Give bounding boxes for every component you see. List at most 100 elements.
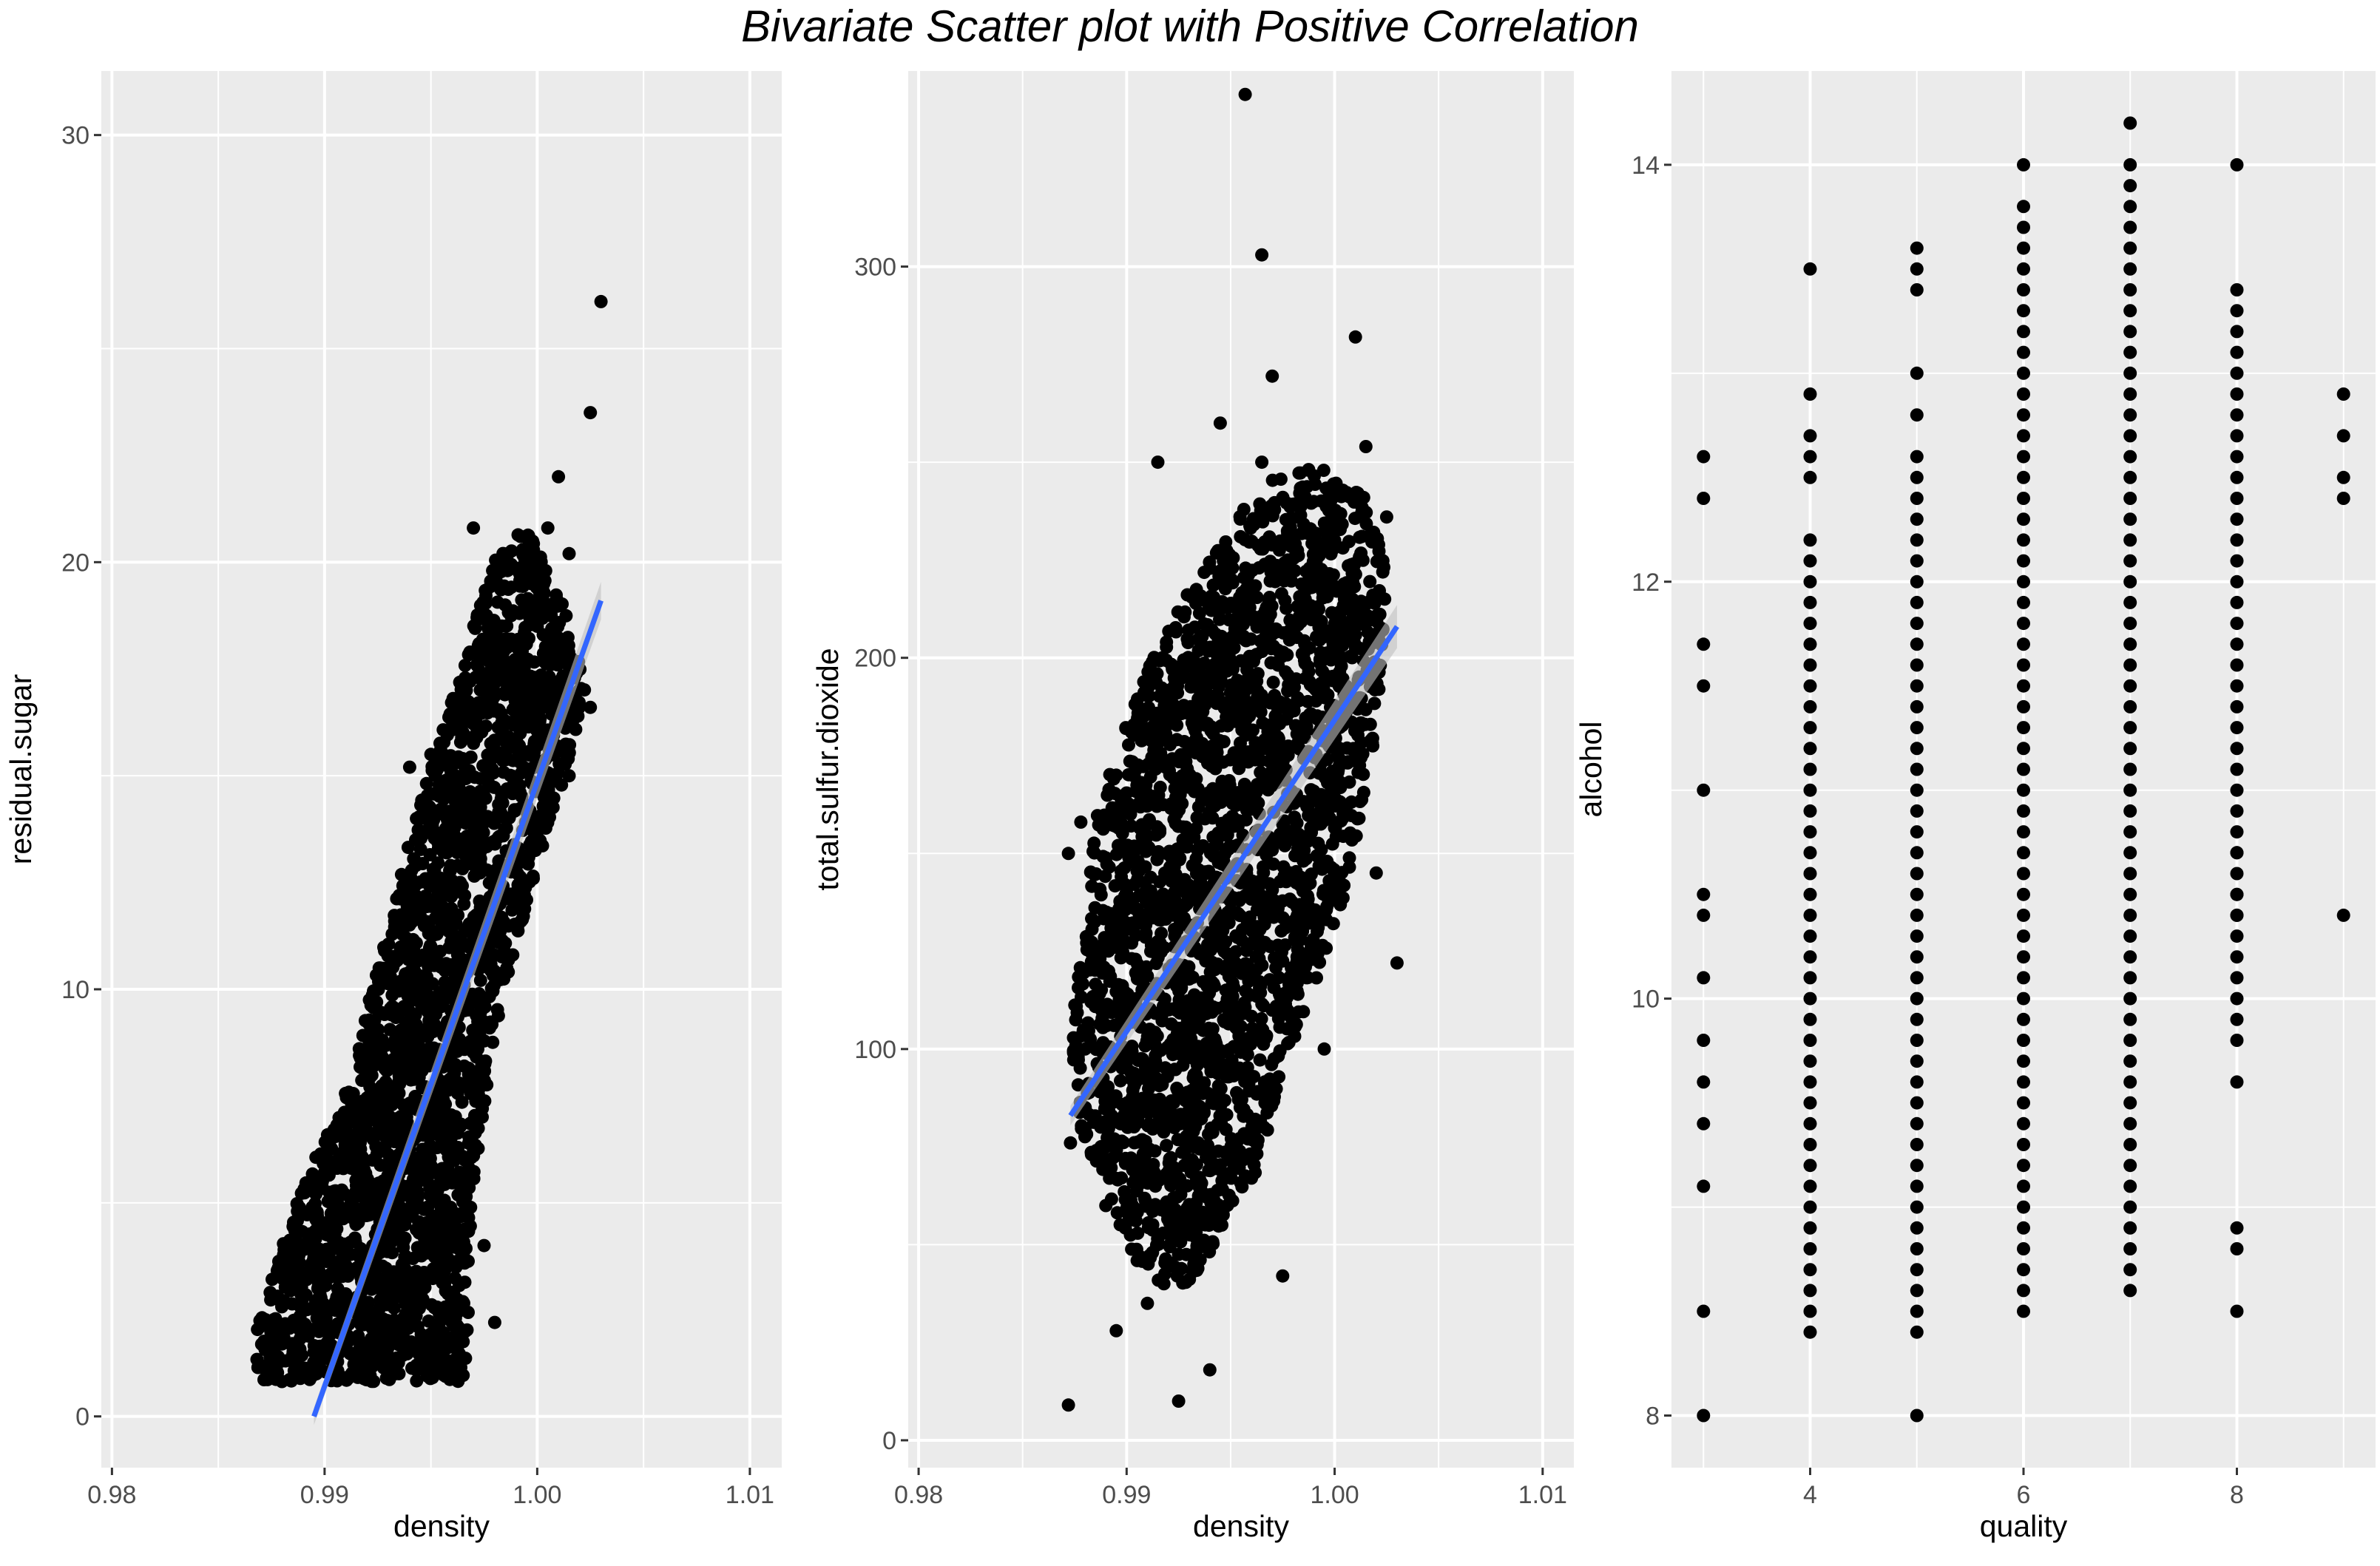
data-point xyxy=(1160,640,1174,654)
data-point xyxy=(470,823,483,837)
data-point xyxy=(1163,1216,1177,1230)
data-point xyxy=(365,1045,379,1059)
data-point xyxy=(1085,922,1099,936)
data-point xyxy=(1109,1171,1123,1185)
data-point xyxy=(1235,1180,1249,1194)
data-point xyxy=(1261,694,1275,708)
data-point xyxy=(292,1249,305,1262)
data-point xyxy=(467,1172,481,1185)
data-point xyxy=(552,470,566,484)
data-point xyxy=(487,948,501,962)
figure-title: Bivariate Scatter plot with Positive Cor… xyxy=(741,1,1639,51)
data-point xyxy=(487,739,501,753)
data-point xyxy=(365,1068,379,1082)
data-point xyxy=(1175,769,1189,783)
data-point xyxy=(413,1199,427,1213)
data-point xyxy=(1290,950,1304,964)
data-point xyxy=(1094,1120,1108,1134)
data-point xyxy=(275,1375,289,1389)
data-point xyxy=(337,1210,351,1224)
data-point xyxy=(541,521,555,535)
data-point xyxy=(1120,1120,1135,1134)
data-point xyxy=(386,960,400,974)
data-point xyxy=(1168,782,1182,796)
data-point xyxy=(1288,1020,1302,1034)
data-point xyxy=(322,1168,336,1182)
data-point xyxy=(402,1202,416,1216)
data-point xyxy=(1266,503,1280,517)
data-point xyxy=(287,1216,300,1230)
y-tick-label: 10 xyxy=(61,976,89,1004)
data-point xyxy=(311,1179,325,1193)
data-point xyxy=(1303,605,1317,619)
data-point xyxy=(1284,539,1298,553)
data-point xyxy=(423,1054,437,1068)
data-point xyxy=(463,1116,477,1131)
data-point xyxy=(464,1200,478,1214)
data-point xyxy=(1287,704,1301,718)
data-point xyxy=(293,1323,307,1337)
data-point xyxy=(1104,1161,1118,1175)
data-point xyxy=(291,1357,305,1372)
data-point xyxy=(1346,575,1360,589)
data-point xyxy=(511,918,525,932)
data-point xyxy=(1266,675,1280,689)
data-point xyxy=(1356,610,1370,624)
data-points xyxy=(250,294,608,1389)
data-point xyxy=(467,1145,481,1159)
data-point xyxy=(427,1250,442,1264)
data-point xyxy=(515,874,530,888)
data-point xyxy=(471,1080,485,1094)
data-point xyxy=(1237,751,1251,765)
y-axis-title: residual.sugar xyxy=(4,674,38,865)
data-point xyxy=(450,1292,464,1306)
data-point xyxy=(365,1153,379,1167)
data-point xyxy=(1174,1235,1188,1249)
data-point xyxy=(1246,613,1260,627)
data-point xyxy=(1090,809,1104,823)
data-point xyxy=(1234,512,1247,526)
data-point xyxy=(436,835,450,849)
data-point xyxy=(1180,1247,1193,1261)
data-point xyxy=(562,546,576,560)
data-point xyxy=(419,1216,433,1230)
data-point xyxy=(425,1004,439,1017)
data-point xyxy=(449,1304,462,1318)
data-point xyxy=(1123,1228,1137,1242)
data-point xyxy=(379,1338,393,1352)
data-point xyxy=(401,1321,415,1335)
x-axis-title: density xyxy=(1193,1509,1289,1543)
data-point xyxy=(1114,951,1128,965)
data-point xyxy=(430,1300,444,1314)
data-point xyxy=(1239,713,1253,727)
data-point xyxy=(462,648,476,662)
data-point xyxy=(320,1153,334,1167)
data-point xyxy=(537,586,551,600)
data-point xyxy=(374,1006,388,1020)
data-point xyxy=(1224,678,1238,692)
data-point xyxy=(1309,694,1323,708)
data-point xyxy=(1180,632,1194,646)
data-point xyxy=(1130,1253,1144,1267)
data-point xyxy=(453,1077,467,1091)
data-point xyxy=(408,1016,422,1030)
data-point xyxy=(1355,501,1369,515)
data-point xyxy=(1208,1158,1222,1171)
data-point xyxy=(449,1226,463,1240)
data-point xyxy=(385,988,399,1002)
data-point xyxy=(419,983,433,997)
data-point xyxy=(1130,864,1144,878)
y-tick-label: 300 xyxy=(854,254,896,282)
data-point xyxy=(490,595,504,609)
data-point xyxy=(467,521,481,535)
data-point xyxy=(480,635,494,649)
data-point xyxy=(259,1341,273,1355)
data-point xyxy=(388,909,402,923)
data-point xyxy=(574,682,588,696)
data-point xyxy=(1253,942,1267,956)
data-point xyxy=(381,1169,395,1183)
data-point xyxy=(424,748,438,762)
data-point xyxy=(330,1221,344,1235)
data-point xyxy=(414,1249,428,1263)
data-point xyxy=(372,1326,386,1340)
